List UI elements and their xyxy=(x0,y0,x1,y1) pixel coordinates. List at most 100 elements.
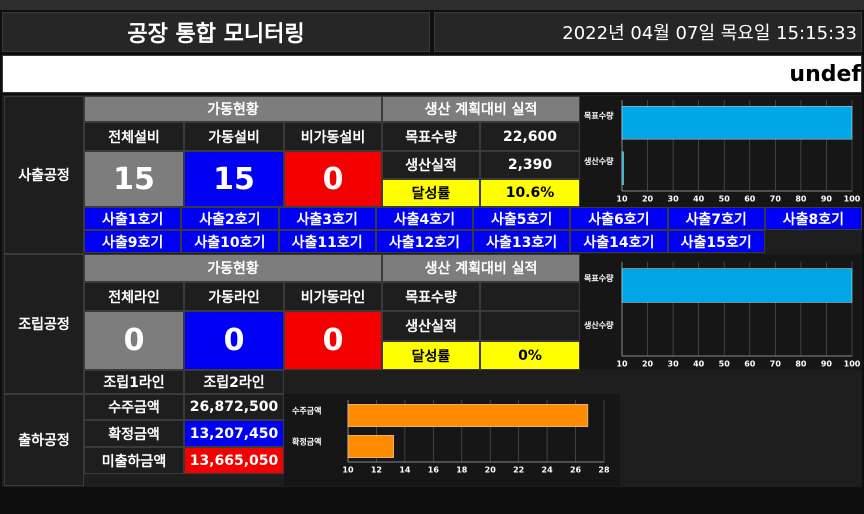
x-tick-label: 26 xyxy=(570,466,582,475)
browser-bar xyxy=(0,0,864,10)
machine: 사출4호기 xyxy=(375,207,473,230)
line-label: 조립2라인 xyxy=(184,370,284,394)
bar xyxy=(347,435,394,458)
bar xyxy=(621,151,624,185)
x-tick-label: 24 xyxy=(542,466,554,475)
x-tick-label: 70 xyxy=(770,360,782,369)
category-label: 생산수량 xyxy=(584,156,614,166)
status-value: 0 xyxy=(184,311,284,370)
machine: 사출15호기 xyxy=(667,230,765,253)
plan-value xyxy=(480,311,580,341)
status-label: 가동라인 xyxy=(184,282,284,311)
amount-label: 확정금액 xyxy=(84,420,184,447)
machine: 사출10호기 xyxy=(181,230,279,253)
machine: 사출2호기 xyxy=(181,207,279,230)
machine: 사출8호기 xyxy=(764,207,862,230)
amount-value: 13,207,450 xyxy=(184,420,284,447)
x-tick-label: 10 xyxy=(616,195,628,204)
bar xyxy=(621,268,853,303)
machine: 사출11호기 xyxy=(278,230,376,253)
section-name: 조립공정 xyxy=(4,254,84,394)
datetime: 2022년 04월 07일 목요일 15:15:33 xyxy=(434,12,862,52)
status-label: 비가동설비 xyxy=(284,122,382,151)
category-label: 수주금액 xyxy=(292,405,321,415)
machine: 사출14호기 xyxy=(570,230,668,253)
x-tick-label: 18 xyxy=(456,466,468,475)
plan-value: 22,600 xyxy=(480,122,580,151)
machine: 사출12호기 xyxy=(375,230,473,253)
x-tick-label: 90 xyxy=(821,360,833,369)
plan-value: 10.6% xyxy=(480,179,580,207)
x-tick-label: 50 xyxy=(719,195,731,204)
category-label: 생산수량 xyxy=(584,320,614,330)
section-name: 사출공정 xyxy=(4,96,84,254)
amount-value: 26,872,500 xyxy=(184,394,284,420)
x-tick-label: 40 xyxy=(693,360,705,369)
status-value: 15 xyxy=(84,151,184,207)
x-tick-label: 20 xyxy=(642,360,654,369)
x-tick-label: 22 xyxy=(513,466,524,475)
status-value: 15 xyxy=(184,151,284,207)
machine: 사출6호기 xyxy=(570,207,668,230)
status-value: 0 xyxy=(284,311,382,370)
plan-label: 생산실적 xyxy=(382,311,480,341)
x-tick-label: 60 xyxy=(744,360,756,369)
plan-label: 달성률 xyxy=(382,179,480,207)
line-label: 조립1라인 xyxy=(84,370,184,394)
x-tick-label: 30 xyxy=(668,195,680,204)
amount-label: 수주금액 xyxy=(84,394,184,420)
section-header: 생산 계획대비 실적 xyxy=(382,96,580,122)
plan-value: 0% xyxy=(480,341,580,370)
x-tick-label: 90 xyxy=(821,195,833,204)
amount-value: 13,665,050 xyxy=(184,447,284,474)
status-value: 0 xyxy=(284,151,382,207)
x-tick-label: 12 xyxy=(371,466,382,475)
plan-value xyxy=(480,282,580,311)
machine: 사출7호기 xyxy=(667,207,765,230)
x-tick-label: 16 xyxy=(428,466,440,475)
status-label: 비가동라인 xyxy=(284,282,382,311)
category-label: 목표수량 xyxy=(584,110,614,120)
status-value: 0 xyxy=(84,311,184,370)
x-tick-label: 100 xyxy=(844,195,861,204)
bar xyxy=(621,106,853,140)
x-tick-label: 80 xyxy=(795,195,807,204)
x-tick-label: 10 xyxy=(616,360,628,369)
machine: 사출3호기 xyxy=(278,207,376,230)
plan-label: 목표수량 xyxy=(382,282,480,311)
x-tick-label: 30 xyxy=(668,360,680,369)
plan-label: 달성률 xyxy=(382,341,480,370)
category-label: 목표수량 xyxy=(584,273,614,283)
amount-label: 미출하금액 xyxy=(84,447,184,474)
category-label: 확정금액 xyxy=(292,436,321,446)
status-label: 가동설비 xyxy=(184,122,284,151)
machine: 사출1호기 xyxy=(84,207,182,230)
machine: 사출5호기 xyxy=(473,207,571,230)
section-header: 생산 계획대비 실적 xyxy=(382,254,580,282)
status-label: 전체설비 xyxy=(84,122,184,151)
x-tick-label: 20 xyxy=(485,466,497,475)
x-tick-label: 70 xyxy=(770,195,782,204)
bar xyxy=(347,404,589,427)
x-tick-label: 80 xyxy=(795,360,807,369)
section-name: 출하공정 xyxy=(4,394,84,486)
machine: 사출13호기 xyxy=(473,230,571,253)
x-tick-label: 100 xyxy=(844,360,861,369)
plan-value: 2,390 xyxy=(480,151,580,179)
status-label: 전체라인 xyxy=(84,282,184,311)
x-tick-label: 50 xyxy=(719,360,731,369)
plan-label: 목표수량 xyxy=(382,122,480,151)
x-tick-label: 60 xyxy=(744,195,756,204)
section-header: 가동현황 xyxy=(84,254,382,282)
x-tick-label: 20 xyxy=(642,195,654,204)
x-tick-label: 14 xyxy=(399,466,411,475)
section-header: 가동현황 xyxy=(84,96,382,122)
x-tick-label: 10 xyxy=(342,466,354,475)
x-tick-label: 28 xyxy=(598,466,610,475)
x-tick-label: 40 xyxy=(693,195,705,204)
machine: 사출9호기 xyxy=(84,230,182,253)
marquee: undef xyxy=(2,55,862,93)
plan-label: 생산실적 xyxy=(382,151,480,179)
